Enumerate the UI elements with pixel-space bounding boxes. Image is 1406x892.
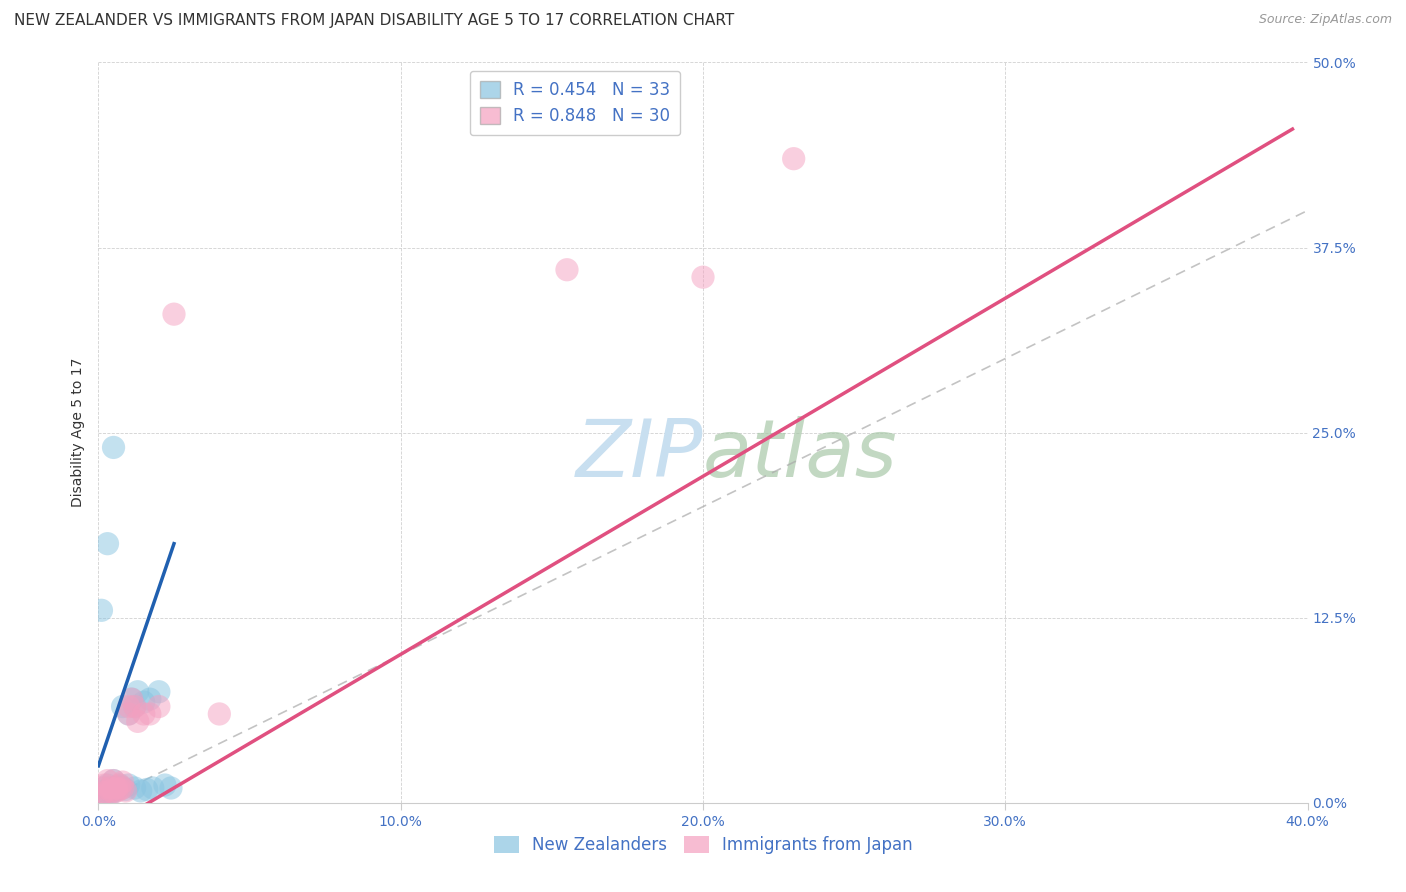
Point bbox=[105, 780, 128, 795]
Point bbox=[127, 714, 149, 729]
Point bbox=[103, 784, 125, 798]
Point bbox=[118, 778, 141, 792]
Point bbox=[90, 789, 112, 803]
Point bbox=[103, 773, 125, 788]
Point bbox=[132, 706, 155, 721]
Point bbox=[127, 685, 149, 699]
Point bbox=[100, 780, 122, 795]
Point bbox=[111, 780, 134, 795]
Point bbox=[111, 780, 134, 795]
Point bbox=[108, 778, 131, 792]
Point bbox=[103, 773, 125, 788]
Point bbox=[96, 773, 118, 788]
Point bbox=[129, 784, 152, 798]
Point bbox=[783, 152, 806, 166]
Point bbox=[118, 706, 141, 721]
Point bbox=[111, 699, 134, 714]
Point bbox=[90, 780, 112, 795]
Point bbox=[93, 778, 115, 792]
Y-axis label: Disability Age 5 to 17: Disability Age 5 to 17 bbox=[70, 358, 84, 508]
Point bbox=[124, 699, 146, 714]
Point bbox=[114, 784, 136, 798]
Point bbox=[114, 782, 136, 797]
Point bbox=[100, 784, 122, 798]
Point bbox=[692, 270, 714, 285]
Point bbox=[139, 706, 162, 721]
Point bbox=[142, 780, 165, 795]
Point bbox=[208, 706, 231, 721]
Point bbox=[148, 685, 170, 699]
Point bbox=[135, 782, 157, 797]
Point bbox=[96, 785, 118, 799]
Point bbox=[100, 780, 122, 795]
Point bbox=[103, 441, 125, 455]
Point bbox=[121, 692, 143, 706]
Text: atlas: atlas bbox=[703, 416, 898, 494]
Text: ZIP: ZIP bbox=[575, 416, 703, 494]
Point bbox=[96, 778, 118, 792]
Point bbox=[90, 603, 112, 617]
Point bbox=[90, 789, 112, 803]
Point bbox=[153, 778, 176, 792]
Point bbox=[96, 536, 118, 550]
Point bbox=[105, 782, 128, 797]
Point bbox=[555, 262, 578, 277]
Point bbox=[93, 785, 115, 799]
Point bbox=[93, 784, 115, 798]
Point bbox=[139, 692, 162, 706]
Point bbox=[148, 699, 170, 714]
Point bbox=[108, 778, 131, 792]
Point bbox=[160, 780, 183, 795]
Point bbox=[108, 782, 131, 797]
Point bbox=[118, 706, 141, 721]
Point bbox=[124, 699, 146, 714]
Text: NEW ZEALANDER VS IMMIGRANTS FROM JAPAN DISABILITY AGE 5 TO 17 CORRELATION CHART: NEW ZEALANDER VS IMMIGRANTS FROM JAPAN D… bbox=[14, 13, 734, 29]
Point bbox=[111, 775, 134, 789]
Point bbox=[105, 784, 128, 798]
Point bbox=[96, 789, 118, 803]
Point bbox=[108, 780, 131, 794]
Point bbox=[132, 695, 155, 709]
Point bbox=[124, 780, 146, 795]
Point bbox=[105, 780, 128, 795]
Point bbox=[118, 699, 141, 714]
Legend: New Zealanders, Immigrants from Japan: New Zealanders, Immigrants from Japan bbox=[486, 830, 920, 861]
Point bbox=[163, 307, 186, 321]
Text: Source: ZipAtlas.com: Source: ZipAtlas.com bbox=[1258, 13, 1392, 27]
Point bbox=[100, 787, 122, 801]
Point bbox=[103, 785, 125, 799]
Point bbox=[121, 692, 143, 706]
Point bbox=[93, 780, 115, 795]
